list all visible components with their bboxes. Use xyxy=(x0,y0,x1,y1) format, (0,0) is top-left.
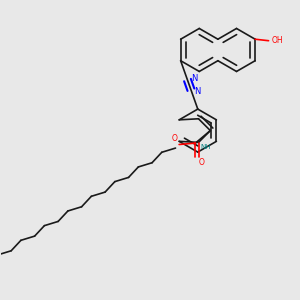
Text: O: O xyxy=(172,134,178,143)
Text: O: O xyxy=(199,158,204,167)
Text: OH: OH xyxy=(272,36,283,45)
Text: N: N xyxy=(191,74,197,83)
Text: NH: NH xyxy=(200,144,211,150)
Text: N: N xyxy=(194,87,201,96)
